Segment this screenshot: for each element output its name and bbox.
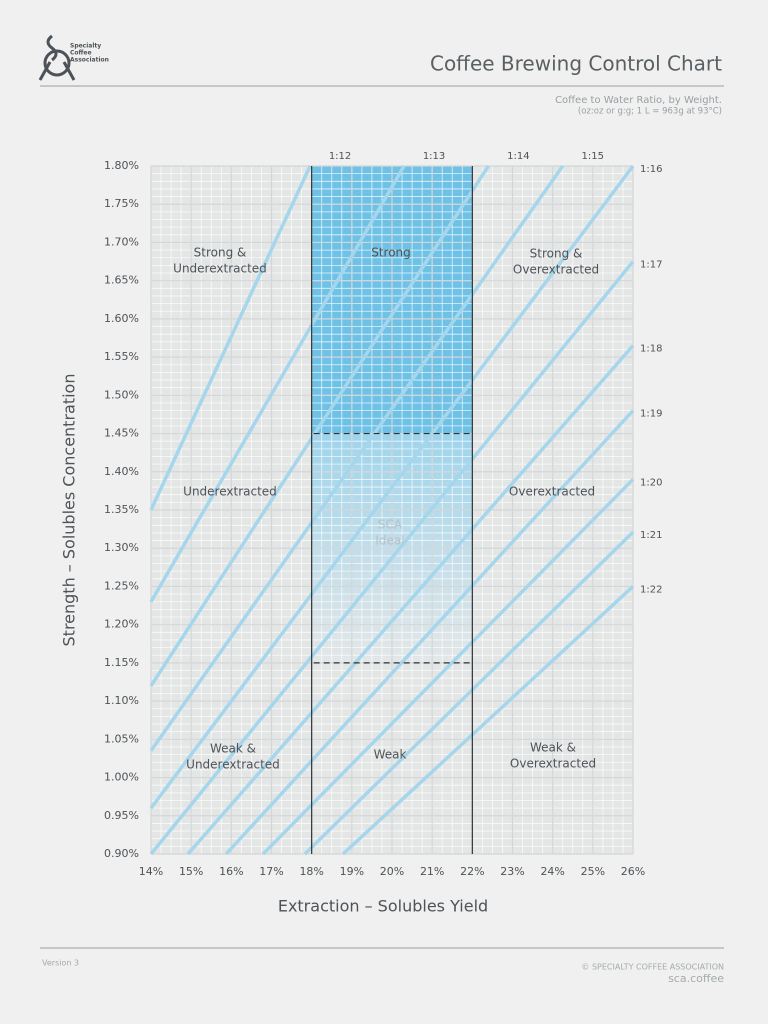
ratio-line [261, 478, 635, 856]
x-tick-label: 18% [299, 865, 323, 878]
ratio-label: 1:20 [640, 477, 662, 488]
y-tick-label: 1.75% [104, 197, 139, 210]
zone-label: Underextracted [173, 262, 267, 276]
x-tick-label: 23% [500, 865, 524, 878]
logo [38, 34, 76, 81]
x-tick-label: 26% [621, 865, 645, 878]
ratio-label: 1:18 [640, 344, 662, 355]
ratio-label: 1:21 [640, 530, 662, 541]
y-tick-label: 1.20% [104, 618, 139, 631]
x-tick-label: 15% [179, 865, 203, 878]
y-tick-label: 1.65% [104, 274, 139, 287]
ratio-line [303, 530, 635, 856]
x-tick-label: 20% [380, 865, 404, 878]
ratio-label: 1:19 [640, 409, 662, 420]
zone-label: Weak & [210, 742, 256, 756]
ratio-line [224, 409, 635, 856]
ratio-label: 1:15 [581, 151, 603, 162]
y-tick-label: 1.15% [104, 656, 139, 669]
title: Coffee Brewing Control Chart [430, 52, 722, 76]
y-tick-label: 1.80% [104, 159, 139, 172]
y-axis-title: Strength – Solubles Concentration [60, 374, 79, 647]
zone-label: Weak [374, 748, 407, 762]
zone-label: Underextracted [183, 485, 277, 499]
y-tick-label: 1.40% [104, 465, 139, 478]
plot: 1:12 1:13 1:14 1:15 1:16 1:17 1:18 1:19 1:20 1:21… [104, 151, 662, 878]
logo-text: Association [70, 57, 109, 64]
ratio-label: 1:14 [507, 151, 529, 162]
zone-label: SCA [378, 518, 403, 532]
y-tick-label: 1.70% [104, 235, 139, 248]
y-tick-label: 0.90% [104, 847, 139, 860]
y-tick-label: 0.95% [104, 809, 139, 822]
logo-text: Specialty [70, 43, 101, 50]
subtitle: Coffee to Water Ratio, by Weight. [555, 95, 722, 106]
ratio-line [149, 165, 312, 511]
x-tick-label: 22% [460, 865, 484, 878]
note: (oz:oz or g:g; 1 L = 963g at 93°C) [578, 107, 722, 117]
x-tick-label: 17% [259, 865, 283, 878]
zone-label: Underextracted [186, 758, 280, 772]
zone-label: Strong & [194, 246, 247, 260]
ratio-line [149, 260, 635, 856]
x-tick-label: 19% [340, 865, 364, 878]
ratio-line [149, 165, 406, 603]
x-tick-label: 25% [581, 865, 605, 878]
y-tick-label: 1.10% [104, 694, 139, 707]
ratio-line [149, 165, 490, 687]
x-tick-label: 14% [139, 865, 163, 878]
y-tick-label: 1.55% [104, 350, 139, 363]
ratio-label: 1:17 [640, 260, 662, 271]
zone-label: Overextracted [509, 485, 595, 499]
ratio-label: 1:16 [640, 164, 662, 175]
y-tick-label: 1.60% [104, 312, 139, 325]
x-tick-label: 21% [420, 865, 444, 878]
ratio-line [341, 585, 635, 856]
zone-label: Overextracted [510, 757, 596, 771]
ratio-label: 1:12 [329, 151, 351, 162]
zone-label: Overextracted [513, 263, 599, 277]
zone-label: Strong [371, 246, 411, 260]
y-tick-label: 1.45% [104, 427, 139, 440]
ratio-line [149, 164, 565, 752]
zone-label: Ideal [375, 534, 404, 548]
y-tick-label: 1.05% [104, 732, 139, 745]
ratio-line [149, 164, 635, 810]
x-tick-label: 16% [219, 865, 243, 878]
x-tick-label: 24% [540, 865, 564, 878]
ratio-label: 1:13 [423, 151, 445, 162]
y-tick-label: 1.35% [104, 503, 139, 516]
y-tick-label: 1.00% [104, 771, 139, 784]
copyright: © SPECIALTY COFFEE ASSOCIATION [581, 963, 724, 972]
ratio-line [186, 344, 635, 856]
y-tick-label: 1.30% [104, 541, 139, 554]
logo-text: Coffee [70, 50, 92, 57]
zone-label: Weak & [530, 741, 576, 755]
y-tick-label: 1.25% [104, 579, 139, 592]
site: sca.coffee [668, 972, 724, 985]
x-axis-title: Extraction – Solubles Yield [278, 897, 488, 916]
ratio-label: 1:22 [640, 584, 662, 595]
version: Version 3 [42, 959, 79, 968]
zone-label: Strong & [530, 247, 583, 261]
y-tick-label: 1.50% [104, 388, 139, 401]
